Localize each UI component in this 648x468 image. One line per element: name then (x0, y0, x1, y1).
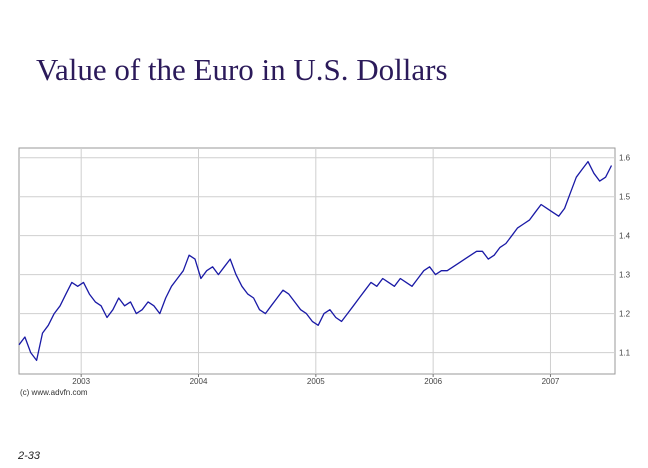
y-tick-label: 1.1 (619, 349, 631, 358)
x-tick-label: 2006 (424, 377, 442, 386)
y-tick-label: 1.6 (619, 154, 631, 163)
plot-area (18, 147, 616, 375)
slide-title: Value of the Euro in U.S. Dollars (36, 52, 448, 87)
y-tick-label: 1.2 (619, 310, 631, 319)
y-tick-label: 1.5 (619, 193, 631, 202)
price-line (18, 160, 613, 362)
x-tick-label: 2005 (307, 377, 325, 386)
slide-number: 2-33 (18, 450, 41, 462)
x-tick-label: 2007 (542, 377, 560, 386)
x-tick-label: 2003 (72, 377, 90, 386)
y-tick-label: 1.3 (619, 271, 631, 280)
x-tick-label: 2004 (190, 377, 208, 386)
y-tick-label: 1.4 (619, 232, 631, 241)
source-credit: (c) www.advfn.com (20, 388, 88, 397)
